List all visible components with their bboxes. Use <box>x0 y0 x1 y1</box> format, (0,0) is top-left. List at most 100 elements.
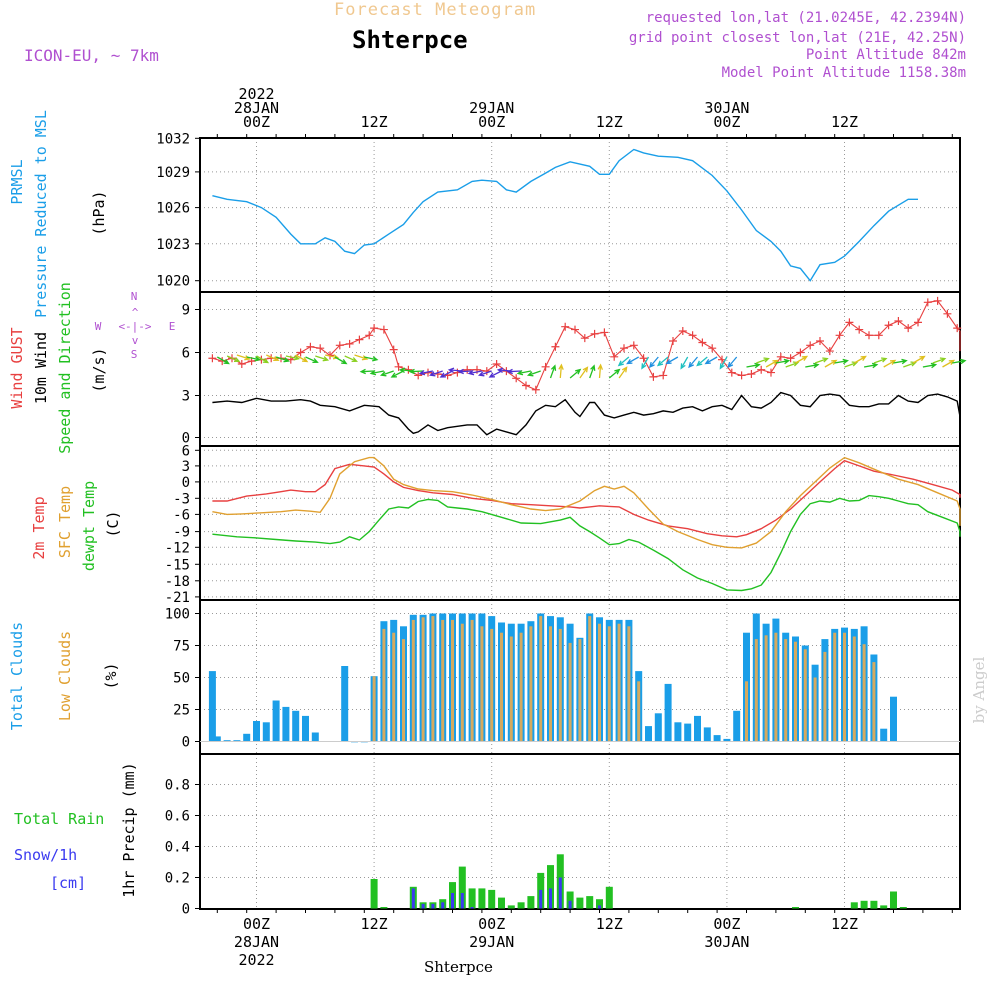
total-cloud-bar <box>694 715 701 742</box>
bottom-time-label: 00Z <box>243 915 270 933</box>
y-tick-label: 1029 <box>156 165 190 181</box>
gust-marker <box>698 338 707 347</box>
top-time-label: 30JAN <box>704 99 749 117</box>
gust-marker <box>370 324 379 333</box>
low-cloud-bar <box>598 623 601 742</box>
y-tick-label: 0 <box>182 431 190 447</box>
snow-bar <box>598 905 601 909</box>
bottom-time-label: 28JAN <box>234 933 279 951</box>
wind-direction-arrow <box>922 362 938 369</box>
snow-unit-label: [cm] <box>50 874 86 892</box>
gust-marker <box>669 337 677 346</box>
gust-marker <box>678 327 687 335</box>
low-cloud-bar <box>862 644 866 742</box>
panel-frame-precip <box>199 753 961 910</box>
top-time-label: 28JAN <box>234 99 279 117</box>
low-clouds-label: Low Clouds <box>56 631 74 721</box>
low-cloud-bar <box>617 623 621 742</box>
wind-direction-arrow <box>315 355 330 362</box>
top-time-label: 12Z <box>596 113 623 131</box>
wind-direction-arrow <box>439 370 453 378</box>
y-tick-label: 0.4 <box>165 840 190 856</box>
low-cloud-bar <box>568 642 572 742</box>
wind-direction-arrow <box>814 357 829 364</box>
y-tick-label: 3 <box>182 459 190 475</box>
gust-marker <box>914 318 922 327</box>
footer-location: Shterpce <box>424 958 493 976</box>
low-cloud-bar <box>607 626 611 742</box>
sfc-label: SFC Temp <box>56 486 74 558</box>
total-cloud-bar <box>282 706 290 742</box>
wind-direction-arrow <box>457 368 473 375</box>
compass-arrow: <-|-> <box>118 320 151 333</box>
point-altitude: Point Altitude 842m <box>805 47 966 63</box>
gust-marker <box>776 352 785 361</box>
compass-up: ^ <box>132 306 139 319</box>
compass-down: v <box>132 334 139 347</box>
gust-marker <box>414 371 423 380</box>
compass-n: N <box>131 290 138 303</box>
gust-marker <box>688 331 697 340</box>
top-time-label: 2022 <box>238 85 274 103</box>
low-cloud-bar <box>431 616 435 742</box>
dewpt-label: dewpt Temp <box>80 481 98 571</box>
rain-bar <box>880 905 888 909</box>
gust-marker <box>522 381 530 390</box>
pressure-line <box>212 148 918 282</box>
gust-marker <box>571 325 579 334</box>
gust-marker <box>561 322 570 331</box>
gust-marker <box>786 354 795 363</box>
total-cloud-bar <box>233 740 241 742</box>
wind-direction-arrow <box>656 356 669 367</box>
wind-direction-arrow <box>756 357 770 364</box>
wind-direction-arrow <box>589 364 596 379</box>
y-tick-label: 0.6 <box>165 809 190 825</box>
y-tick-label: -18 <box>165 574 190 590</box>
low-cloud-bar <box>843 632 846 742</box>
top-time-label: 00Z <box>478 113 505 131</box>
y-tick-label: 9 <box>182 303 190 319</box>
wind-direction-arrow <box>506 368 522 375</box>
low-cloud-bar <box>519 632 523 742</box>
wind-direction-arrow <box>477 370 492 377</box>
t2m-line <box>212 459 961 538</box>
y-tick-label: 0 <box>182 475 190 491</box>
gust-marker <box>580 334 589 343</box>
wind-direction-arrow <box>608 368 621 379</box>
gust-marker <box>306 342 315 351</box>
model-altitude: Model Point Altitude 1158.38m <box>721 65 966 81</box>
wind-direction-arrow <box>617 356 630 367</box>
wind-direction-arrow <box>246 356 261 362</box>
y-tick-label: -12 <box>165 540 190 556</box>
wind-direction-arrow <box>834 358 849 365</box>
wind-direction-arrow <box>285 355 301 361</box>
wind-direction-arrow <box>379 370 394 377</box>
total-cloud-bar <box>880 728 888 742</box>
wind-direction-arrow <box>516 369 532 376</box>
wind-direction-arrow <box>344 355 359 363</box>
low-cloud-bar <box>509 636 513 742</box>
total-clouds-label: Total Clouds <box>8 622 26 730</box>
total-cloud-bar <box>311 732 319 742</box>
snow-bar <box>549 888 552 909</box>
gust-marker <box>379 325 388 334</box>
gust-marker <box>365 331 374 340</box>
location-title: Shterpce <box>352 26 468 54</box>
wind-direction-arrow <box>275 356 290 363</box>
wind10-line <box>212 391 961 436</box>
y-tick-label: 0.8 <box>165 778 190 794</box>
rain-bar <box>517 902 525 909</box>
gust-marker <box>737 371 746 380</box>
gust-marker <box>816 337 824 346</box>
y-tick-label: -9 <box>173 525 190 541</box>
total-cloud-bar <box>208 671 216 742</box>
rain-bar <box>507 905 515 909</box>
rain-bar <box>458 866 466 909</box>
low-cloud-bar <box>774 632 778 742</box>
y-tick-label: 25 <box>173 703 190 719</box>
gust-marker <box>894 316 903 325</box>
low-cloud-bar <box>500 632 503 742</box>
wind-direction-arrow <box>390 370 404 378</box>
snow-label: Snow/1h <box>14 846 77 864</box>
low-cloud-bar <box>872 662 876 742</box>
